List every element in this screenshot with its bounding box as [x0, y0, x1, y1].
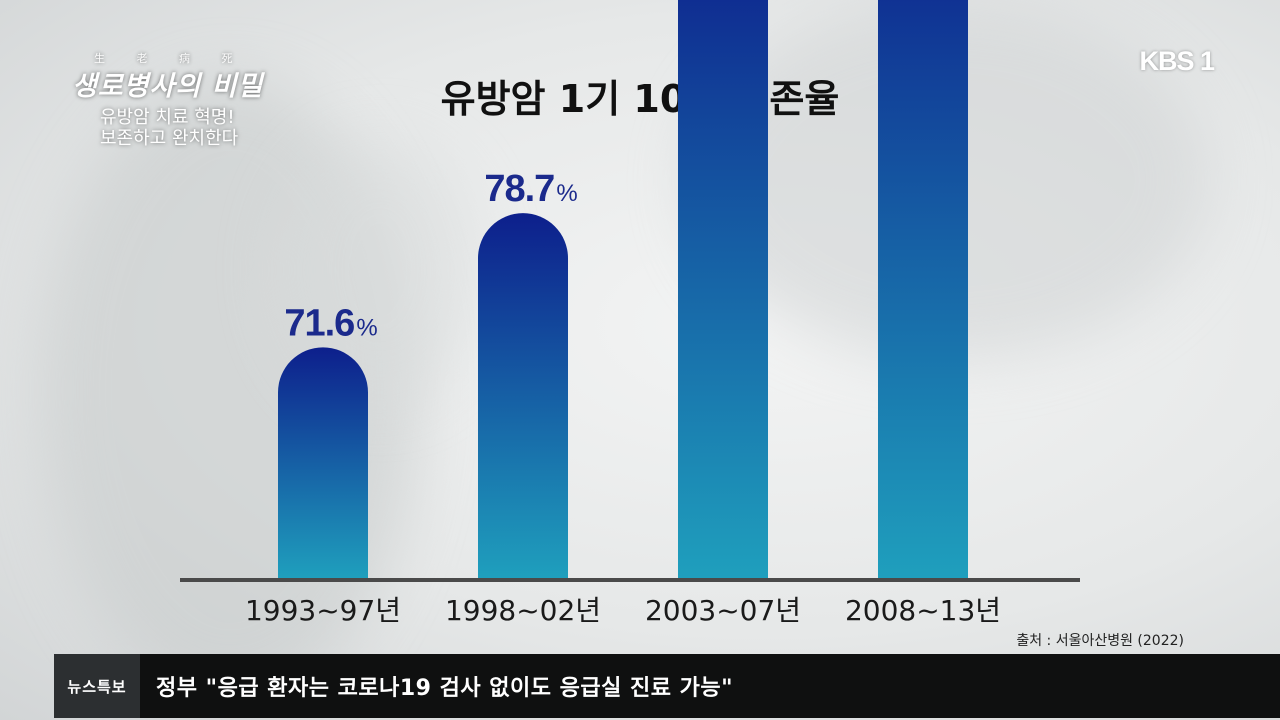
- x-tick-label-1: 1993~97년: [245, 594, 401, 627]
- program-logo: 生 老 病 死 생로병사의 비밀 유방암 치료 혁명! 보존하고 완치한다: [72, 50, 263, 149]
- ticker-headline: 정부 "응급 환자는 코로나19 검사 없이도 응급실 진료 가능": [156, 676, 734, 701]
- episode-title: 유방암 치료 혁명! 보존하고 완치한다: [100, 107, 263, 149]
- bar-4: [878, 0, 968, 578]
- program-name: 생로병사의 비밀: [72, 71, 264, 102]
- broadcaster-logo: KBS 1: [1139, 46, 1215, 76]
- bar-2: [478, 213, 568, 578]
- x-tick-label-4: 2008~13년: [845, 594, 1001, 627]
- episode-title-line2: 보존하고 완치한다: [100, 128, 239, 149]
- source-note: 출처 : 서울아산병원 (2022): [1016, 633, 1184, 649]
- data-label-1: 71.6%: [284, 302, 377, 344]
- ticker-label: 뉴스특보: [54, 654, 140, 718]
- news-ticker: 뉴스특보 정부 "응급 환자는 코로나19 검사 없이도 응급실 진료 가능": [54, 654, 1280, 718]
- program-subtitle: 生 老 病 死: [94, 52, 247, 65]
- bar-1: [278, 347, 369, 578]
- x-tick-label-2: 1998~02년: [445, 594, 601, 627]
- chart-title: 유방암 1기 10년 생존율: [440, 77, 840, 121]
- x-tick-label-3: 2003~07년: [645, 594, 801, 627]
- data-label-2: 78.7%: [484, 168, 577, 210]
- episode-title-line1: 유방암 치료 혁명!: [100, 107, 235, 128]
- bar-3: [678, 0, 768, 578]
